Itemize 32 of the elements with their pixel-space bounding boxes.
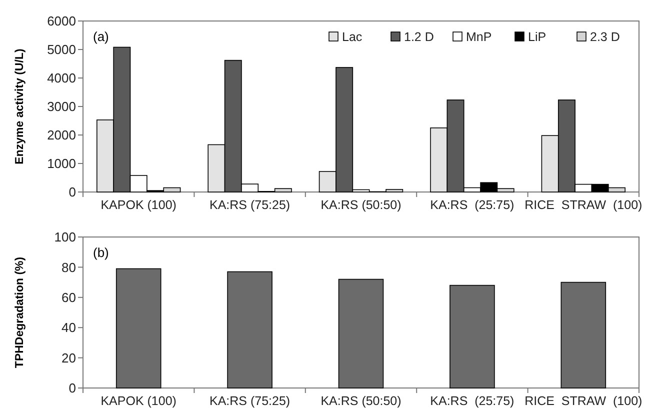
y-tick-label: 0 <box>68 184 76 200</box>
y-tick-label: 3000 <box>47 99 76 114</box>
legend-label: 2.3 D <box>590 30 620 44</box>
y-axis-title: Enzyme activity (U/L) <box>14 48 26 164</box>
y-tick-label: 100 <box>54 230 76 245</box>
annotation: (b) <box>93 245 109 260</box>
y-axis-title: TPHDegradation (%) <box>14 256 26 368</box>
x-tick-label: RICE STRAW (100) <box>524 394 642 408</box>
x-tick-label: KAPOK (100) <box>100 198 176 212</box>
y-tick-label: 1000 <box>47 156 76 172</box>
y-tick-label: 4000 <box>47 70 76 86</box>
x-tick-label: KA:RS (50:50) <box>320 394 402 408</box>
y-tick-label: 6000 <box>47 14 76 29</box>
y-tick-label: 60 <box>62 290 76 305</box>
y-tick-label: 80 <box>62 260 76 275</box>
y-tick-label: 20 <box>62 350 76 366</box>
x-tick-label: KA:RS (50:50) <box>320 198 402 212</box>
x-tick-label: KAPOK (100) <box>100 394 176 408</box>
x-tick-label: RICE STRAW (100) <box>524 198 642 212</box>
y-tick-label: 2000 <box>47 128 76 143</box>
y-tick-label: 5000 <box>47 42 76 58</box>
annotation: (a) <box>93 29 109 44</box>
y-tick-label: 0 <box>68 380 76 396</box>
y-tick-label: 40 <box>62 320 76 336</box>
x-tick-label: KA:RS (75:25) <box>210 394 290 408</box>
x-tick-label: KA:RS (25:75) <box>430 198 514 212</box>
x-tick-label: KA:RS (25:75) <box>430 394 514 408</box>
x-tick-label: KA:RS (75:25) <box>210 198 290 212</box>
legend-label: LiP <box>528 30 546 44</box>
legend-label: 1.2 D <box>404 30 434 44</box>
legend-label: MnP <box>466 30 492 44</box>
legend-label: Lac <box>342 30 362 44</box>
